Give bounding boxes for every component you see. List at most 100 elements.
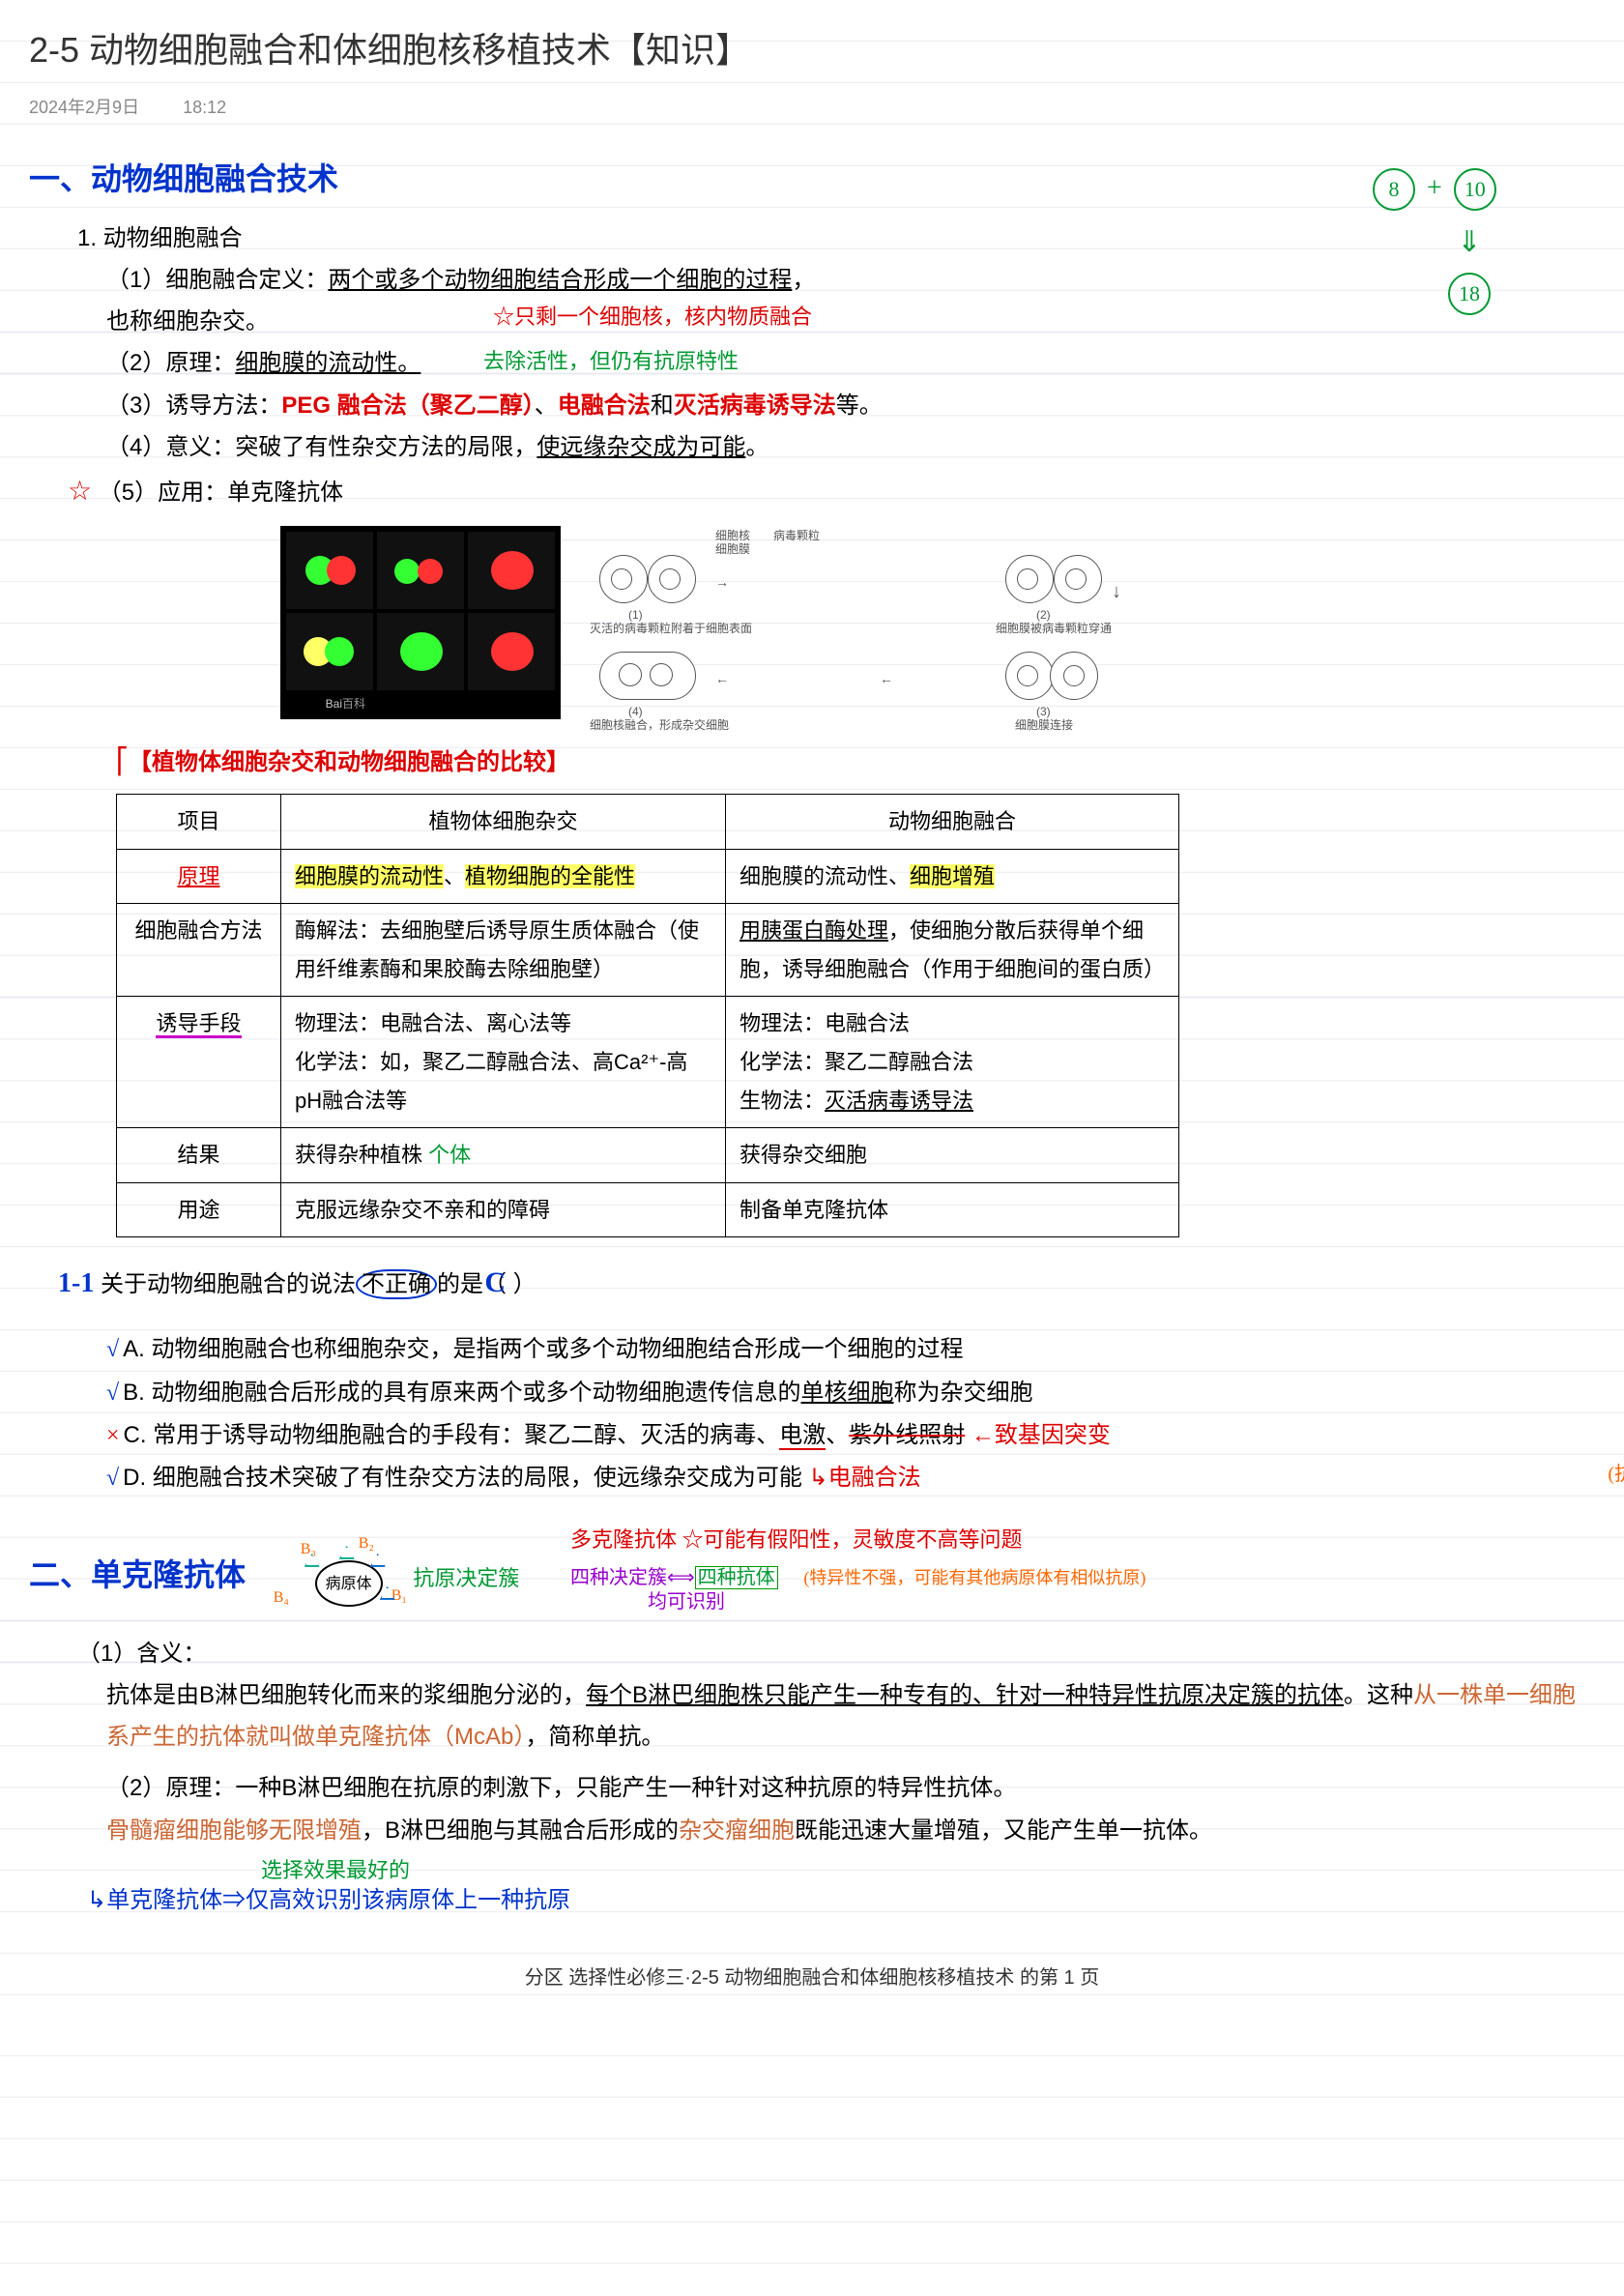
fluorescence-grid: Bai百科 — [280, 526, 561, 719]
p4-suffix: 。 — [745, 434, 768, 460]
watermark: Bai百科 — [286, 694, 373, 713]
optB-a: B. 动物细胞融合后形成的具有原来两个或多个动物细胞遗传信息的 — [123, 1380, 800, 1406]
section2-heading: 二、单克隆抗体 — [29, 1548, 246, 1604]
optD: √D. 细胞融合技术突破了有性杂交方法的局限，使远缘杂交成为可能 ↳电融合法 (… — [29, 1457, 1595, 1499]
r2c3a: 用胰蛋白酶处理 — [740, 918, 888, 943]
s2p1e: ，简称单抗。 — [525, 1724, 664, 1750]
th-plant: 植物体细胞杂交 — [281, 795, 726, 850]
lbl-d: 灭活的病毒颗粒附着于细胞表面 — [590, 619, 752, 640]
r1c3b: 细胞增殖 — [910, 864, 995, 888]
table-caption: 【植物体细胞杂交和动物细胞融合的比较】 — [129, 749, 569, 775]
optC-c: 、 — [826, 1422, 849, 1448]
p1-annotation: ☆只剩一个细胞核，核内物质融合 — [493, 298, 812, 336]
s2p2d: 既能迅速大量增殖，又能产生单一抗体。 — [795, 1817, 1212, 1844]
date: 2024年2月9日 — [29, 98, 139, 117]
s2p1b: 每个B淋巴细胞株只能产生一种专有的、针对一种特异性抗原决定簇的抗体 — [586, 1682, 1344, 1708]
p4: （4）意义：突破了有性杂交方法的局限，使远缘杂交成为可能。 — [29, 426, 1595, 468]
item1-label: 1. 动物细胞融合 — [29, 218, 1595, 259]
markA: √ — [106, 1337, 119, 1362]
s2-p1-text: 抗体是由B淋巴细胞转化而来的浆细胞分泌的，每个B淋巴细胞株只能产生一种专有的、针… — [29, 1674, 1595, 1758]
note-poly: 多克隆抗体 ☆可能有假阳性，灵敏度不高等问题 — [570, 1527, 1023, 1552]
s2p2c: 杂交瘤细胞 — [679, 1817, 795, 1844]
optC-note: ←致基因突变 — [972, 1423, 1111, 1448]
note-green-best: 选择效果最好的 — [261, 1851, 410, 1890]
r1c2c: 植物细胞的全能性 — [465, 864, 635, 888]
time: 18:12 — [183, 98, 226, 117]
r4c3: 获得杂交细胞 — [726, 1128, 1179, 1183]
circ-10: 10 — [1454, 168, 1496, 211]
p5: （5）应用：单克隆抗体 — [99, 480, 343, 506]
note-rec: 均可识别 — [648, 1584, 725, 1619]
circ-8: 8 — [1373, 168, 1415, 211]
section1-heading: 一、动物细胞融合技术 — [29, 152, 1595, 208]
fusion-diagram: → ← 细胞核 病毒颗粒 细胞膜 (1) 灭活的病毒颗粒附着于细胞表面 (2) … — [590, 526, 1131, 719]
b1: B₁ — [392, 1583, 407, 1611]
s2-p2-line2: 骨髓瘤细胞能够无限增殖，B淋巴细胞与其融合后形成的杂交瘤细胞既能迅速大量增殖，又… — [29, 1810, 1595, 1851]
lbl-e: 细胞膜被病毒颗粒穿通 — [996, 619, 1112, 640]
s2-p1-label: （1）含义： — [29, 1633, 1595, 1674]
p3-prefix: （3）诱导方法： — [106, 392, 281, 419]
b2: B₂ — [359, 1530, 374, 1558]
markD: √ — [106, 1466, 119, 1491]
r5c2: 克服远缘杂交不亲和的障碍 — [281, 1182, 726, 1237]
r3c1: 诱导手段 — [156, 1011, 241, 1038]
r2c2: 酶解法：去细胞壁后诱导原生质体融合（使用纤维素酶和果胶酶去除细胞壁） — [281, 904, 726, 997]
q-num: 1-1 — [58, 1268, 94, 1298]
s2p1a: 抗体是由B淋巴细胞转化而来的浆细胞分泌的， — [106, 1682, 586, 1708]
p2-annotation: 去除活性，但仍有抗原特性 — [483, 342, 739, 381]
p5-row: ☆ （5）应用：单克隆抗体 — [29, 468, 1595, 516]
q-answer: C — [484, 1266, 506, 1298]
pathogen-body: 病原体 — [315, 1560, 383, 1607]
p3-red2: 电融合法 — [558, 392, 651, 419]
p1-prefix: （1）细胞融合定义： — [106, 267, 328, 293]
q-stem-a: 关于动物细胞融合的说法 — [101, 1271, 356, 1297]
lbl-g: 细胞膜连接 — [1015, 715, 1073, 737]
note-right1: (抗原过多)→误报(阳性) — [1608, 1457, 1624, 1492]
optA-text: A. 动物细胞融合也称细胞杂交，是指两个或多个动物细胞结合形成一个细胞的过程 — [123, 1336, 963, 1362]
r4c1: 结果 — [117, 1128, 281, 1183]
p4-underline: 使远缘杂交成为可能 — [536, 434, 745, 460]
r1c2a: 细胞膜的流动性 — [295, 864, 444, 888]
s2p2b: ，B淋巴细胞与其融合后形成的 — [362, 1817, 679, 1844]
optB-b: 单核细胞 — [801, 1380, 894, 1406]
page-footer: 分区 选择性必修三·2-5 动物细胞融合和体细胞核移植技术 的第 1 页 — [29, 1961, 1595, 1995]
optD-text: D. 细胞融合技术突破了有性杂交方法的局限，使远缘杂交成为可能 — [123, 1465, 802, 1491]
markB: √ — [106, 1381, 119, 1406]
table-caption-row: ⎡【植物体细胞杂交和动物细胞融合的比较】 — [116, 739, 1595, 784]
r4c2-note: 个体 — [428, 1143, 471, 1167]
question-stem: 1-1 关于动物细胞融合的说法不正确的是（ ） C — [58, 1257, 1595, 1309]
optC-b: 电激 — [779, 1422, 826, 1450]
r5c3: 制备单克隆抗体 — [726, 1182, 1179, 1237]
s2p2a: 骨髓瘤细胞能够无限增殖 — [106, 1817, 362, 1844]
r2c1: 细胞融合方法 — [117, 904, 281, 997]
lbl-b: 病毒颗粒 — [773, 526, 820, 547]
r1c3a: 细胞膜的流动性、 — [740, 864, 910, 888]
p1-underline: 两个或多个动物细胞结合形成一个细胞的过程 — [328, 267, 792, 293]
optA: √A. 动物细胞融合也称细胞杂交，是指两个或多个动物细胞结合形成一个细胞的过程 — [29, 1328, 1595, 1371]
lbl-f: 细胞核融合，形成杂交细胞 — [590, 715, 729, 737]
p1-suffix-a: ， — [792, 267, 815, 293]
note-spec: (特异性不强，可能有其他病原体有相似抗原) — [803, 1568, 1146, 1587]
p1: （1）细胞融合定义：两个或多个动物细胞结合形成一个细胞的过程， 也称细胞杂交。 … — [29, 259, 1595, 342]
page-title: 2-5 动物细胞融合和体细胞核移植技术【知识】 — [29, 19, 1595, 82]
p3-mid: 、 — [535, 392, 558, 419]
section2-row: 二、单克隆抗体 病原体 B₄ B₃ B₂ B₁ 抗原决定簇 多克隆抗体 ☆可能有… — [29, 1528, 1595, 1623]
p2: （2）原理：细胞膜的流动性。 去除活性，但仍有抗原特性 — [29, 342, 1595, 384]
s2p1c: 。这种 — [1344, 1682, 1413, 1708]
plus: + — [1427, 173, 1442, 203]
p3: （3）诱导方法：PEG 融合法（聚乙二醇）、电融合法和灭活病毒诱导法等。 — [29, 385, 1595, 426]
r3c2: 物理法：电融合法、离心法等 化学法：如，聚乙二醇融合法、高Ca²⁺-高pH融合法… — [281, 997, 726, 1128]
optC-a: C. 常用于诱导动物细胞融合的手段有：聚乙二醇、灭活的病毒、 — [124, 1422, 780, 1448]
r5c1: 用途 — [117, 1182, 281, 1237]
b4: B₄ — [274, 1584, 289, 1613]
markC: × — [106, 1423, 120, 1448]
s2-p2-label: （2）原理：一种B淋巴细胞在抗原的刺激下，只能产生一种针对这种抗原的特异性抗体。 — [29, 1767, 1595, 1809]
th-animal: 动物细胞融合 — [726, 795, 1179, 850]
optC-d: 紫外线照射 — [849, 1422, 965, 1448]
note-det: 抗原决定簇 — [413, 1566, 519, 1590]
p3-red1: PEG 融合法（聚乙二醇） — [281, 392, 534, 419]
p2-prefix: （2）原理： — [106, 350, 235, 376]
page-meta: 2024年2月9日 18:12 — [29, 92, 1595, 123]
pathogen-diagram: 病原体 B₄ B₃ B₂ B₁ — [291, 1536, 407, 1623]
q-stem-b: 不正确 — [356, 1269, 437, 1299]
